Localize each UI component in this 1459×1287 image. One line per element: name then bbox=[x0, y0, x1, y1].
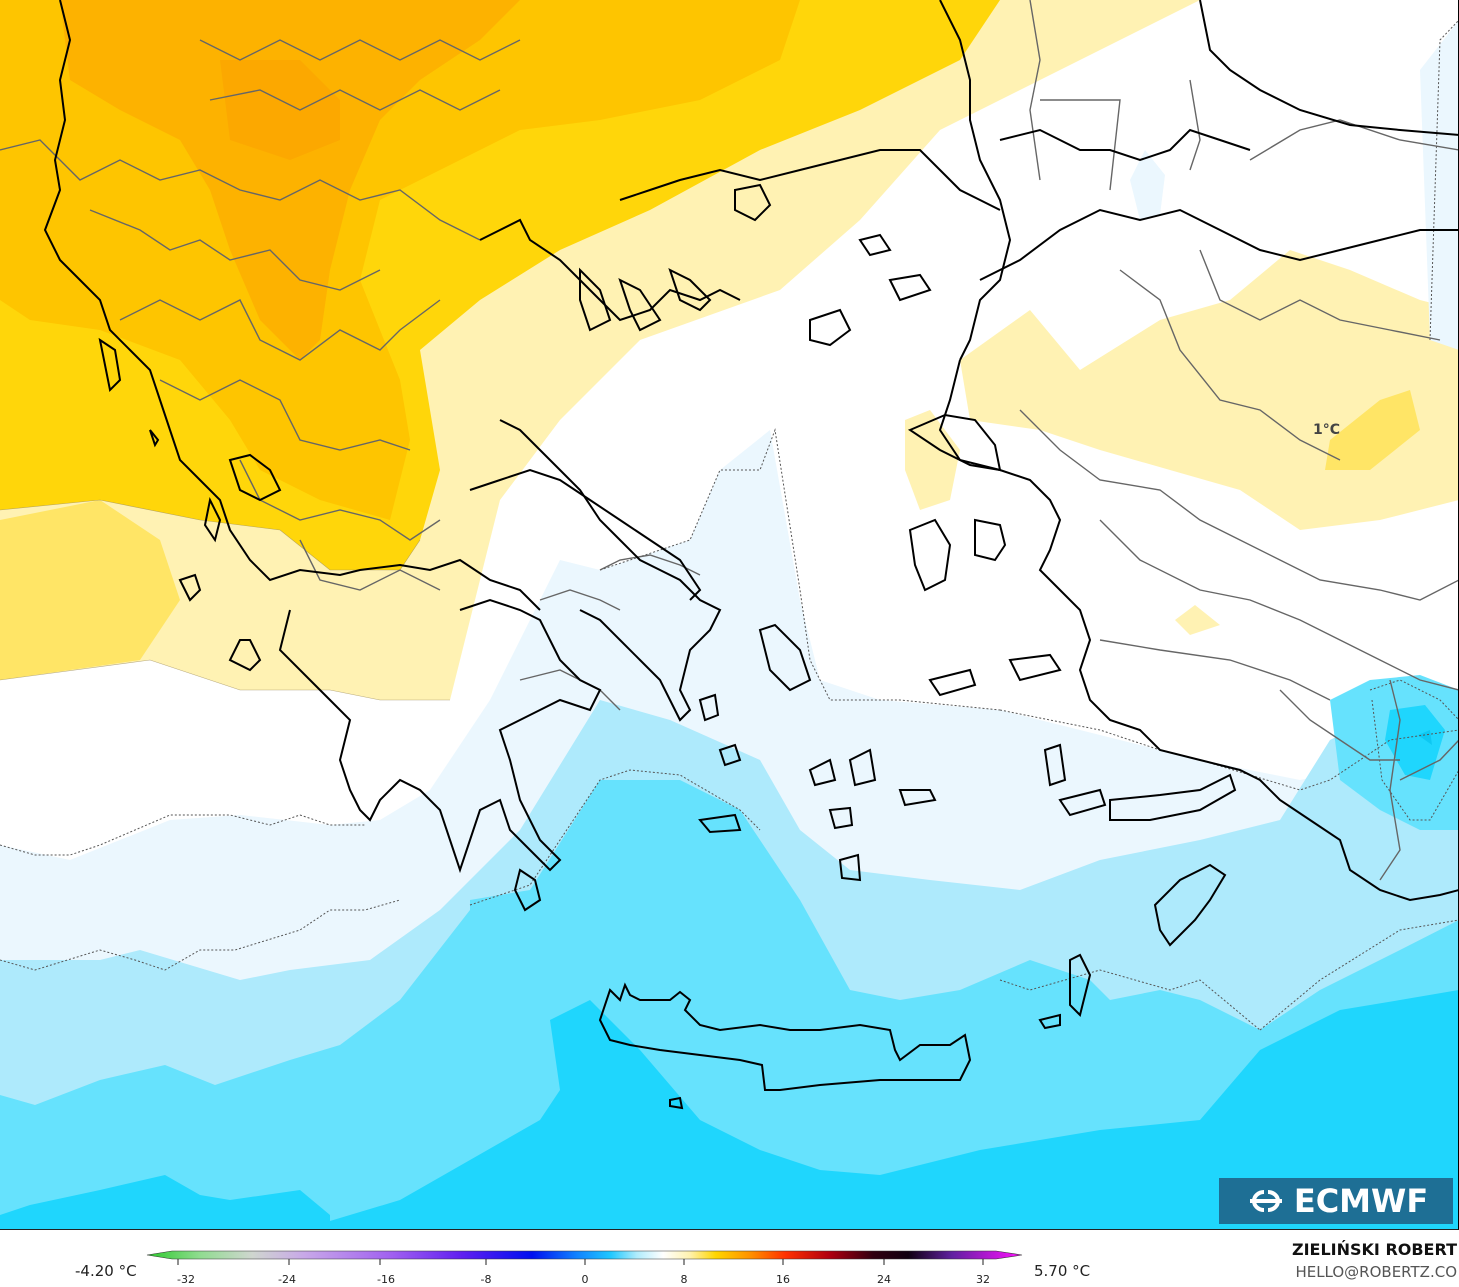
colorbar-min-label: -4.20 °C bbox=[75, 1262, 137, 1280]
colorbar-tick: -16 bbox=[377, 1273, 395, 1286]
colorbar-tick: 24 bbox=[877, 1273, 891, 1286]
colorbar-max-label: 5.70 °C bbox=[1034, 1262, 1091, 1280]
ecmwf-logo: ECMWF bbox=[1219, 1178, 1453, 1224]
temperature-map: 1°C ECMWF bbox=[0, 0, 1459, 1230]
isotherm-label: 1°C bbox=[1313, 422, 1341, 438]
colorbar-tick: 8 bbox=[680, 1273, 688, 1286]
colorbar-tick: 32 bbox=[976, 1273, 990, 1286]
map-canvas bbox=[0, 0, 1458, 1229]
ecmwf-swirl-icon bbox=[1244, 1188, 1288, 1214]
colorbar-tick: -32 bbox=[177, 1273, 195, 1286]
ecmwf-logo-text: ECMWF bbox=[1293, 1182, 1429, 1220]
colorbar-tick: 16 bbox=[776, 1273, 790, 1286]
colorbar-tick: -24 bbox=[278, 1273, 296, 1286]
colorbar-tick: 0 bbox=[581, 1273, 589, 1286]
colorbar bbox=[146, 1250, 1023, 1265]
author-name: ZIELIŃSKI ROBERT bbox=[1291, 1240, 1457, 1259]
author-email: HELLO@ROBERTZ.CO bbox=[1295, 1263, 1457, 1281]
colorbar-footer bbox=[0, 1231, 1459, 1287]
colorbar-tick: -8 bbox=[480, 1273, 492, 1286]
